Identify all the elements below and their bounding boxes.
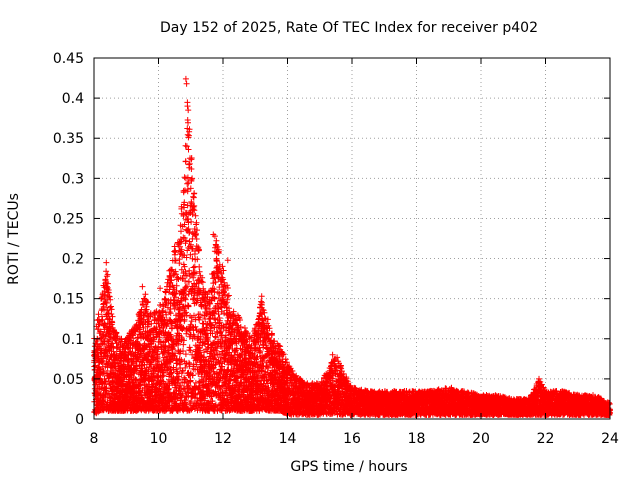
data-point bbox=[108, 303, 114, 310]
data-point bbox=[114, 333, 121, 340]
data-point bbox=[109, 319, 116, 326]
data-point bbox=[99, 316, 106, 323]
data-point bbox=[106, 381, 113, 388]
data-point bbox=[103, 300, 110, 306]
data-point bbox=[104, 280, 111, 287]
data-point bbox=[102, 321, 109, 328]
data-point bbox=[97, 328, 104, 335]
grid bbox=[94, 58, 610, 419]
data-point bbox=[103, 268, 110, 275]
data-point bbox=[109, 313, 116, 320]
data-point bbox=[113, 367, 119, 374]
data-point bbox=[108, 306, 115, 313]
data-point bbox=[111, 395, 118, 402]
data-point bbox=[98, 359, 105, 365]
scatter-points bbox=[91, 75, 613, 418]
data-point bbox=[113, 329, 120, 336]
data-point bbox=[102, 276, 109, 283]
data-point bbox=[103, 304, 110, 311]
data-point bbox=[95, 311, 102, 318]
data-point bbox=[110, 348, 117, 355]
data-point bbox=[107, 296, 114, 303]
data-point bbox=[103, 283, 110, 290]
data-point bbox=[102, 298, 109, 305]
